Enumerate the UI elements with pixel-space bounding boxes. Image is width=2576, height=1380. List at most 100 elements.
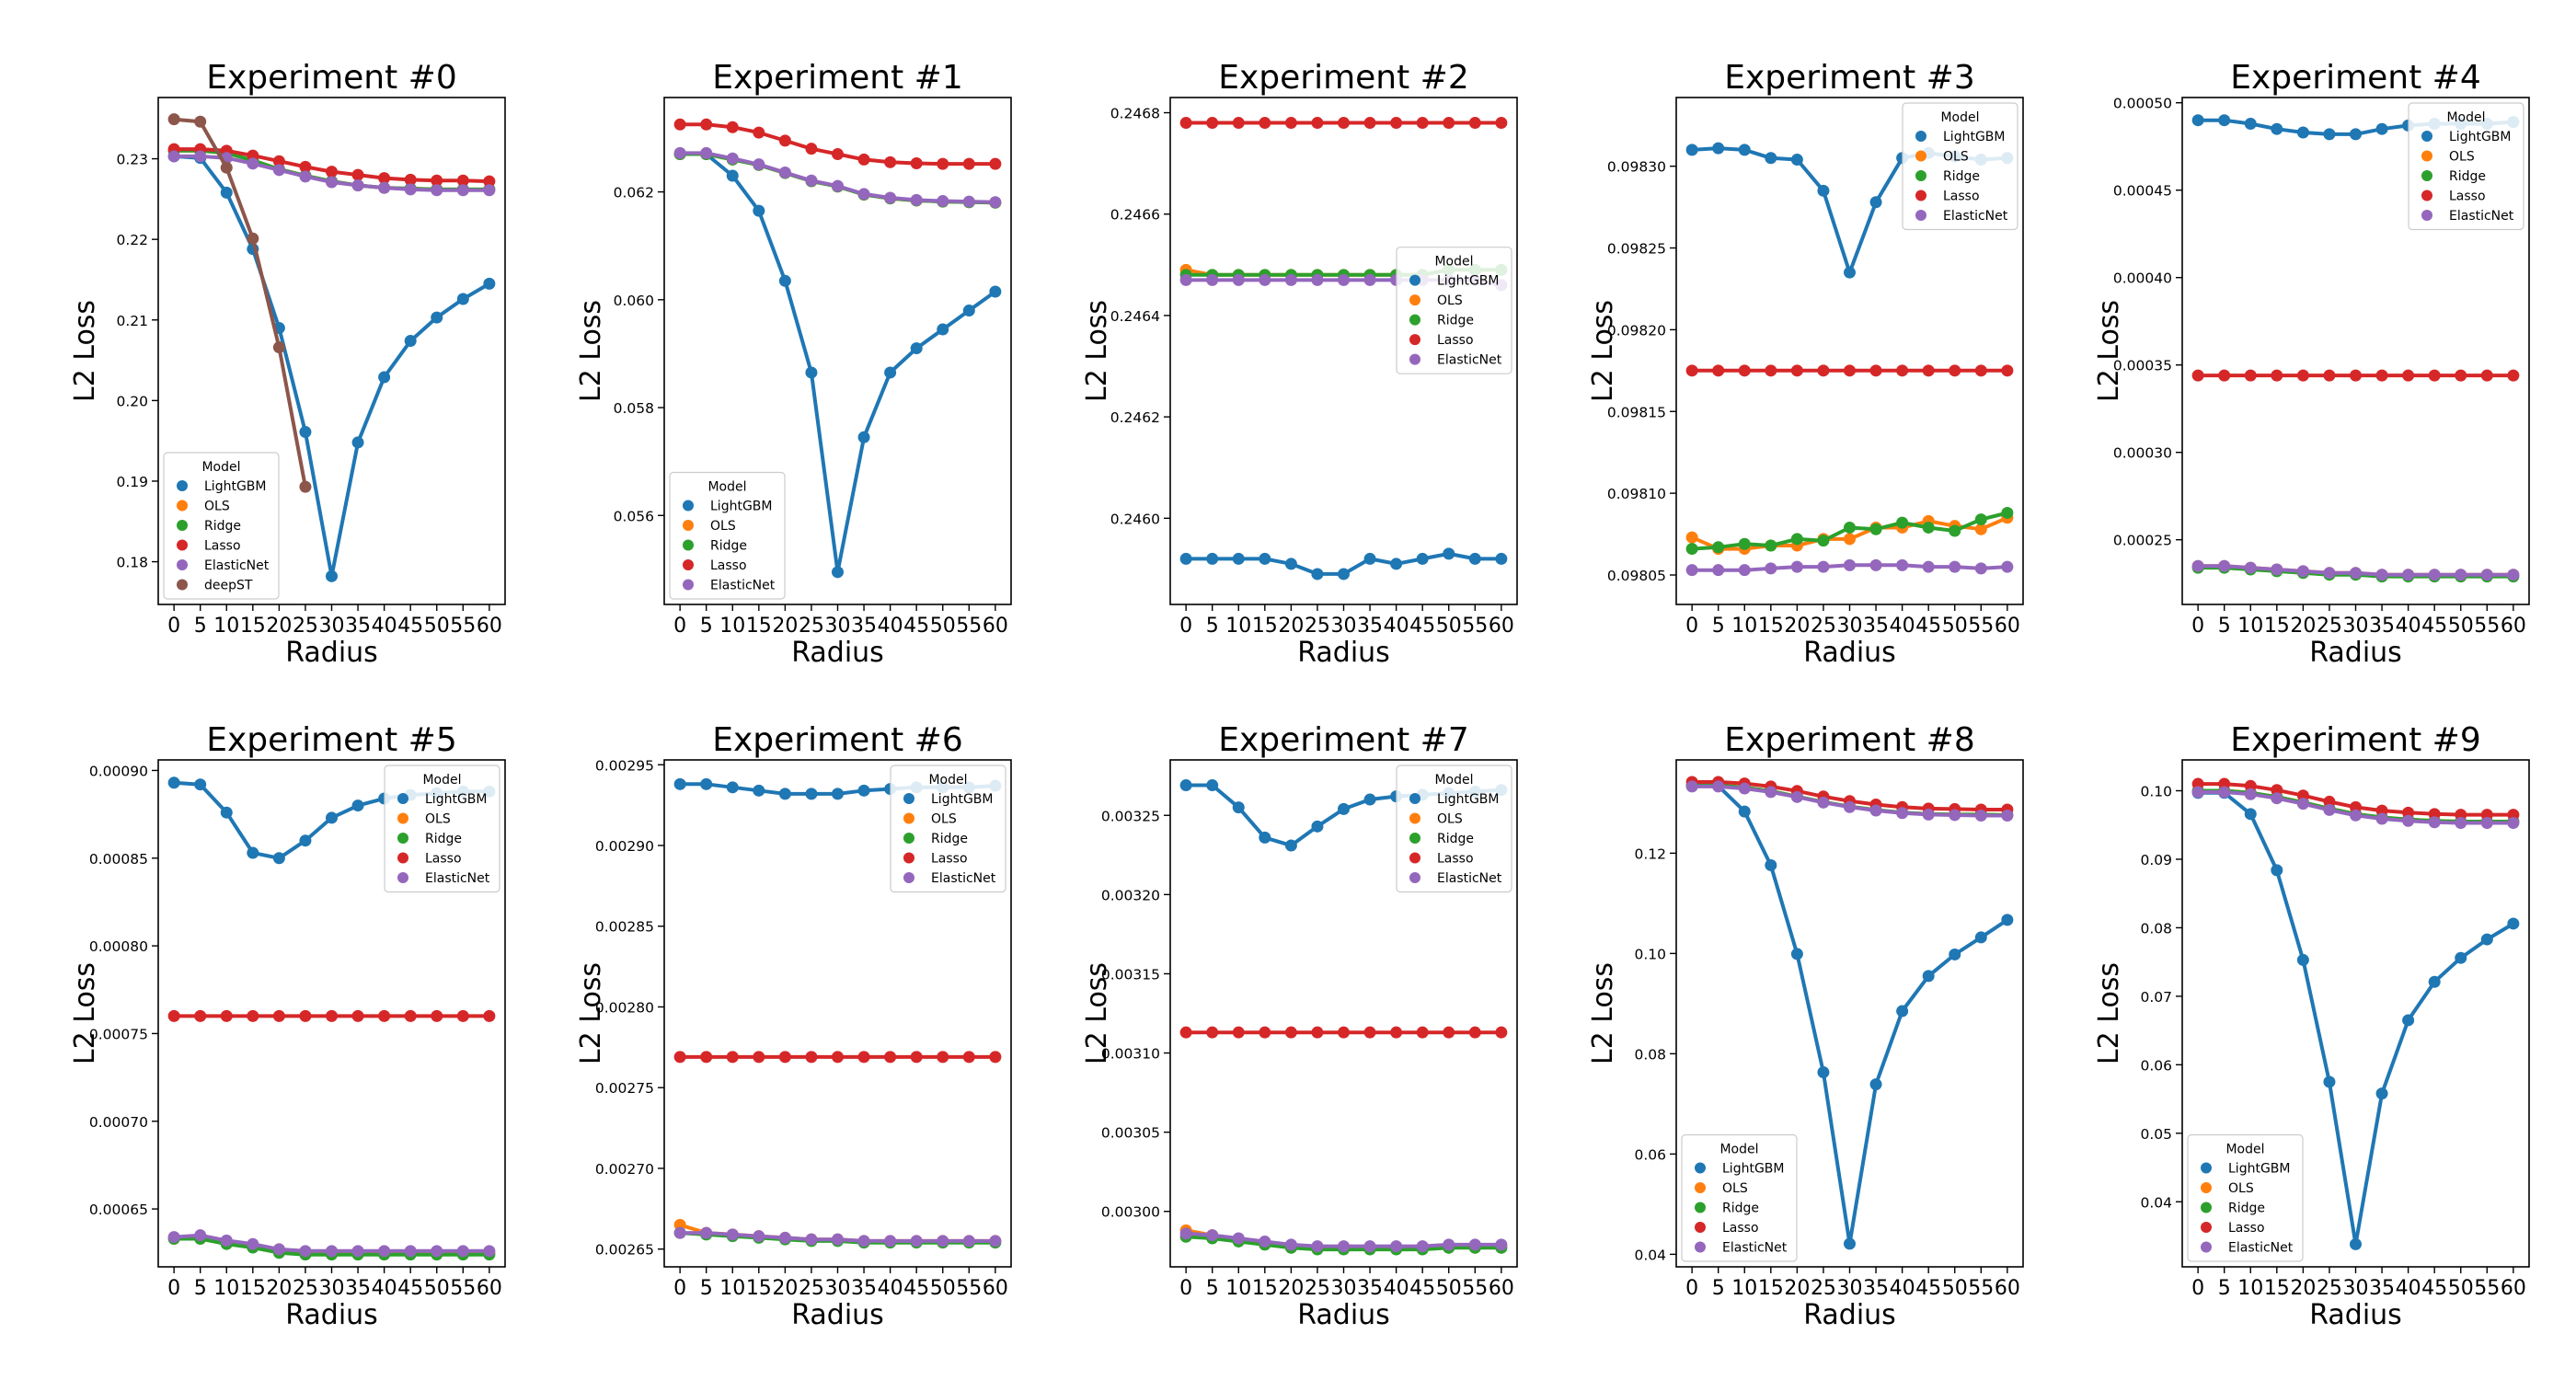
y-tick-label: 0.10 <box>1634 946 1666 962</box>
y-tick-label: 0.05 <box>2140 1126 2172 1143</box>
y-tick-label: 0.00305 <box>1101 1125 1160 1142</box>
legend: Model LightGBM OLS Ridge Lasso ElasticNet <box>1396 247 1512 374</box>
subplot-8: Experiment #8 0 5 10 15 20 25 30 35 40 45 50 55 60 0.0… <box>1587 721 2024 1331</box>
series-deepst <box>167 113 312 493</box>
data-point <box>778 1231 791 1244</box>
y-tick-label: 0.06 <box>1634 1146 1666 1163</box>
legend-entry: LightGBM <box>425 792 487 807</box>
data-point <box>272 155 285 167</box>
data-point <box>1974 513 1987 526</box>
data-point <box>937 1051 949 1064</box>
data-point <box>910 342 923 355</box>
x-tick-label: 15 <box>240 1277 266 1300</box>
data-point <box>220 186 233 199</box>
data-point <box>1869 196 1882 209</box>
legend-title: Model <box>2225 1143 2264 1157</box>
y-axis-label: L2 Loss <box>575 962 607 1064</box>
data-point <box>2428 975 2441 988</box>
legend-marker <box>397 872 408 883</box>
data-point <box>1712 364 1725 377</box>
x-tick-label: 35 <box>1863 1277 1889 1300</box>
data-point <box>456 184 469 197</box>
data-point <box>1443 1026 1455 1039</box>
legend-box <box>2187 1133 2304 1262</box>
legend-marker <box>1695 1182 1706 1193</box>
data-point <box>1790 948 1803 960</box>
x-tick-label: 0 <box>167 1277 180 1300</box>
data-point <box>2191 114 2204 127</box>
data-point <box>2480 817 2493 830</box>
x-tick-label: 25 <box>799 615 824 638</box>
data-point <box>884 191 897 204</box>
y-tick-label: 0.2460 <box>1110 511 1160 527</box>
data-point <box>1712 564 1725 577</box>
y-axis-label: L2 Loss <box>69 962 101 1064</box>
series-ridge <box>1685 506 2014 556</box>
legend-title: Model <box>928 773 967 788</box>
legend-entry: Ridge <box>2449 169 2486 184</box>
data-point <box>326 1245 338 1258</box>
data-point <box>962 1051 975 1064</box>
x-tick-label: 5 <box>194 615 207 638</box>
legend-entry: ElasticNet <box>710 579 776 593</box>
subplot-9: Experiment #9 0 5 10 15 20 25 30 35 40 45 50 55 60 0.0… <box>2093 721 2530 1331</box>
data-point <box>404 1245 417 1258</box>
data-point <box>1259 117 1271 130</box>
legend-box <box>669 471 786 600</box>
x-tick-label: 40 <box>372 1277 397 1300</box>
data-point <box>1259 552 1271 565</box>
x-tick-label: 60 <box>1489 615 1514 638</box>
legend-marker <box>1695 1162 1706 1174</box>
y-tick-label: 0.00295 <box>595 757 654 774</box>
data-point <box>884 1235 897 1248</box>
x-axis-label: Radius <box>791 637 884 669</box>
data-point <box>2480 369 2493 382</box>
x-axis-label: Radius <box>285 1299 378 1331</box>
legend-entry: ElasticNet <box>1437 871 1502 886</box>
x-tick-label: 15 <box>746 1277 772 1300</box>
data-point <box>2323 795 2336 808</box>
legend-marker <box>903 812 914 824</box>
x-tick-label: 45 <box>397 1277 423 1300</box>
x-tick-label: 0 <box>1179 1277 1192 1300</box>
series-lasso <box>167 1009 496 1022</box>
x-tick-label: 25 <box>2317 615 2342 638</box>
x-tick-label: 40 <box>2396 1277 2421 1300</box>
data-point <box>1179 1026 1192 1039</box>
data-point <box>2507 817 2520 830</box>
legend-marker <box>903 833 914 844</box>
data-point <box>726 169 739 182</box>
x-axis-label: Radius <box>2309 637 2402 669</box>
legend-entry: OLS <box>1722 1181 1748 1196</box>
data-point <box>2402 1014 2415 1027</box>
series-lasso <box>673 118 1002 170</box>
y-tick-label: 0.23 <box>116 152 148 168</box>
data-point <box>1738 364 1751 377</box>
legend-box <box>163 452 280 600</box>
y-tick-label: 0.00070 <box>89 1114 148 1131</box>
data-point <box>1896 364 1909 377</box>
data-point <box>167 113 180 126</box>
x-tick-label: 30 <box>825 615 851 638</box>
data-point <box>1974 562 1987 575</box>
data-point <box>989 157 1002 170</box>
x-tick-label: 0 <box>1685 615 1698 638</box>
data-point <box>1284 117 1297 130</box>
data-point <box>1685 543 1698 556</box>
data-point <box>431 1009 443 1022</box>
x-tick-label: 60 <box>983 615 1008 638</box>
x-tick-label: 55 <box>2474 615 2500 638</box>
legend-marker <box>2421 150 2432 162</box>
subplot-title: Experiment #6 <box>712 721 963 759</box>
data-point <box>1495 1026 1508 1039</box>
data-point <box>1284 273 1297 286</box>
data-point <box>326 176 338 189</box>
legend-marker <box>1915 150 1926 162</box>
data-point <box>805 174 818 187</box>
y-axis-label: L2 Loss <box>575 300 607 402</box>
data-point <box>2244 779 2257 792</box>
x-tick-label: 55 <box>956 615 982 638</box>
subplot-6: Experiment #6 0 5 10 15 20 25 30 35 40 45 50 55 60 0.0… <box>575 721 1012 1331</box>
data-point <box>1311 1026 1324 1039</box>
